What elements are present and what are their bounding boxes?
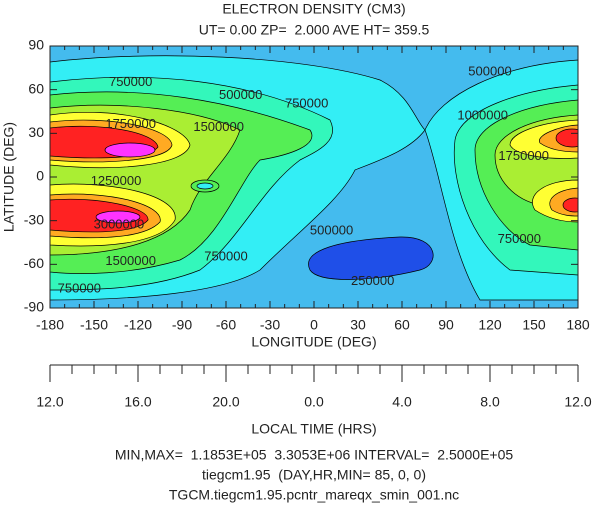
x-tick-label: 60 bbox=[394, 317, 410, 333]
x-tick-label: -90 bbox=[172, 317, 192, 333]
x-axis-label: LONGITUDE (DEG) bbox=[251, 334, 376, 350]
y-tick-label: -90 bbox=[24, 299, 44, 315]
contour-label: 750000 bbox=[204, 248, 247, 263]
footer-line: MIN,MAX= 1.1853E+05 3.3053E+06 INTERVAL=… bbox=[115, 447, 514, 463]
x2-tick-label: 8.0 bbox=[480, 394, 500, 410]
contour-label: 1000000 bbox=[457, 107, 508, 122]
y-tick-label: 30 bbox=[28, 124, 44, 140]
x2-tick-label: 12.0 bbox=[36, 394, 63, 410]
x-tick-label: 150 bbox=[522, 317, 546, 333]
x-tick-label: -30 bbox=[260, 317, 280, 333]
y-tick-label: 0 bbox=[36, 168, 44, 184]
contour-label: 1750000 bbox=[105, 116, 156, 131]
contour-label: 1500000 bbox=[193, 119, 244, 134]
contour-label: 1500000 bbox=[105, 253, 156, 268]
x2-tick-label: 20.0 bbox=[212, 394, 239, 410]
level-fill bbox=[104, 142, 156, 158]
x-tick-label: -150 bbox=[80, 317, 108, 333]
y-tick-label: 90 bbox=[28, 37, 44, 53]
y-tick-label: 60 bbox=[28, 80, 44, 96]
x-tick-label: -180 bbox=[36, 317, 64, 333]
contour-label: 750000 bbox=[58, 281, 101, 296]
contour-label: 1250000 bbox=[91, 173, 142, 188]
contour-label: 500000 bbox=[310, 222, 353, 237]
footer-line: tiegcm1.95 (DAY,HR,MIN= 85, 0, 0) bbox=[202, 467, 426, 483]
x-tick-label: -60 bbox=[216, 317, 236, 333]
contour-label: 750000 bbox=[498, 231, 541, 246]
contour-label: 750000 bbox=[285, 96, 328, 111]
x-tick-label: 120 bbox=[478, 317, 502, 333]
x2-tick-label: 12.0 bbox=[564, 394, 591, 410]
chart-title: ELECTRON DENSITY (CM3) bbox=[222, 1, 405, 17]
level-fill bbox=[196, 182, 214, 190]
x-tick-label: 0 bbox=[310, 317, 318, 333]
y-axis-label: LATITUDE (DEG) bbox=[1, 122, 17, 232]
contour-label: 750000 bbox=[109, 74, 152, 89]
x-tick-label: -120 bbox=[124, 317, 152, 333]
contour-label: 500000 bbox=[219, 87, 262, 102]
x-tick-label: 90 bbox=[438, 317, 454, 333]
level-fill bbox=[555, 128, 578, 148]
x2-tick-label: 4.0 bbox=[392, 394, 412, 410]
contour-label: 1750000 bbox=[498, 148, 549, 163]
contour-label: 500000 bbox=[468, 64, 511, 79]
contour-label: 250000 bbox=[351, 273, 394, 288]
x-tick-label: 180 bbox=[566, 317, 590, 333]
y-tick-label: -30 bbox=[24, 211, 44, 227]
x2-tick-label: 0.0 bbox=[304, 394, 324, 410]
x2-tick-label: 16.0 bbox=[124, 394, 151, 410]
chart-subtitle: UT= 0.00 ZP= 2.000 AVE HT= 359.5 bbox=[199, 22, 430, 38]
x2-axis-label: LOCAL TIME (HRS) bbox=[251, 421, 376, 437]
x-tick-label: 30 bbox=[350, 317, 366, 333]
level-fill bbox=[308, 236, 434, 280]
level-fill bbox=[562, 197, 578, 213]
contour-field bbox=[50, 46, 578, 308]
contour-label: 3000000 bbox=[94, 216, 145, 231]
footer-line: TGCM.tiegcm1.95.pcntr_mareqx_smin_001.nc bbox=[169, 487, 459, 503]
level-fill bbox=[95, 210, 141, 224]
y-tick-label: -60 bbox=[24, 255, 44, 271]
